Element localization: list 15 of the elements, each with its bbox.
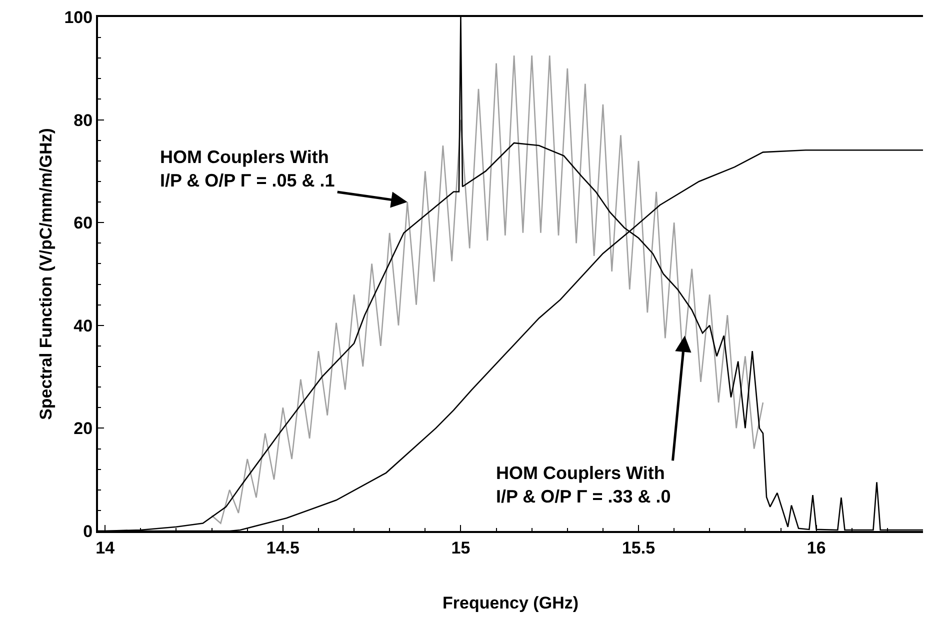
y-tick-label: 100 [64, 8, 93, 27]
x-tick-label: 16 [806, 538, 826, 558]
x-tick-label: 14.5 [266, 538, 300, 558]
annotation: HOM Couplers With I/P & O/P Γ = .33 & .0 [496, 463, 671, 506]
x-tick-label: 14 [96, 538, 116, 558]
y-axis-title: Spectral Function (V/pC/mm/m/GHz) [36, 128, 56, 420]
y-tick-label: 40 [74, 316, 93, 336]
y-tick-label: 0 [83, 522, 93, 541]
y-tick-label: 60 [74, 214, 93, 233]
x-tick-label: 15 [451, 538, 470, 558]
y-tick-label: 80 [74, 110, 93, 130]
x-tick-label: 15.5 [622, 538, 656, 558]
y-tick-label: 20 [74, 419, 93, 438]
annotation: HOM Couplers With I/P & O/P Γ = .05 & .1 [160, 147, 335, 190]
x-axis-title: Frequency (GHz) [442, 593, 579, 612]
